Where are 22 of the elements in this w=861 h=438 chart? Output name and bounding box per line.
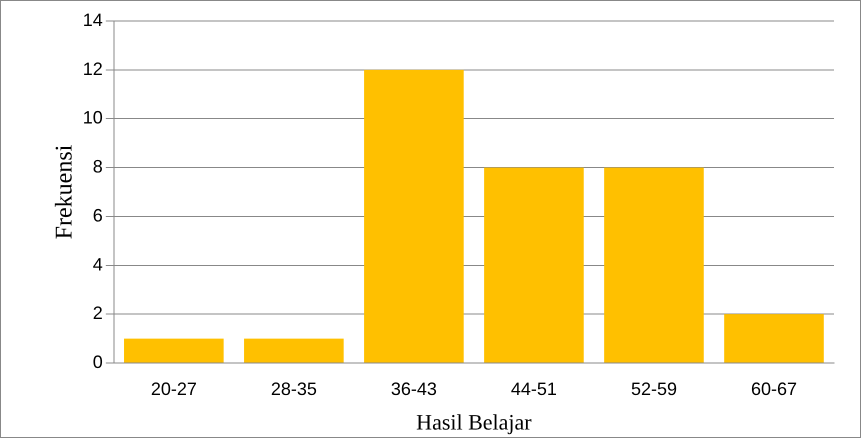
y-tick-label: 0	[92, 352, 103, 372]
y-tick-label: 10	[82, 108, 103, 128]
bar	[124, 338, 224, 362]
y-tick-label: 4	[92, 254, 103, 274]
x-tick-label: 60-67	[750, 378, 798, 399]
x-tick-label: 44-51	[510, 378, 557, 399]
y-tick-label: 12	[82, 58, 103, 79]
x-tick-label: 28-35	[270, 378, 317, 399]
y-axis-title: Frekuensi	[52, 144, 78, 240]
bar	[604, 168, 704, 362]
bar	[724, 314, 824, 362]
bar	[364, 70, 464, 362]
y-tick-label: 2	[92, 303, 103, 324]
y-tick-label: 6	[92, 205, 103, 226]
x-axis-title: Hasil Belajar	[416, 410, 532, 435]
x-tick-label: 36-43	[390, 378, 437, 399]
x-tick-label: 52-59	[630, 378, 677, 399]
bar	[484, 168, 584, 362]
y-tick-label: 8	[92, 156, 103, 177]
bar	[244, 338, 344, 362]
x-tick-label: 20-27	[150, 378, 197, 399]
y-tick-label: 14	[82, 10, 103, 30]
